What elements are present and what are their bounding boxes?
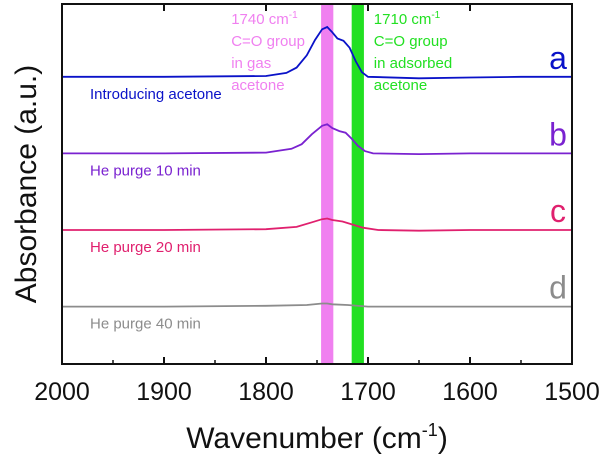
band-1740-label-line: acetone <box>231 77 284 94</box>
series-letter-d: d <box>549 270 567 306</box>
series-name-a: Introducing acetone <box>90 86 222 103</box>
series-line-d <box>62 302 572 308</box>
band-1740-label-line: in gas <box>231 55 271 72</box>
x-tick-label-1700: 1700 <box>340 378 396 406</box>
band-1740-label-line: 1740 cm-1 <box>231 10 298 28</box>
series-line-b <box>62 123 572 156</box>
x-tick-label-1500: 1500 <box>544 378 600 406</box>
series-name-c: He purge 20 min <box>90 239 201 256</box>
x-tick-label-1800: 1800 <box>238 378 294 406</box>
band-1740-label-line: C=O group <box>231 33 305 50</box>
band-1710-label-line: in adsorbed <box>374 55 452 72</box>
x-axis-title: Wavenumber (cm-1) <box>186 420 448 455</box>
x-tick-label-2000: 2000 <box>34 378 90 406</box>
series-line-c <box>62 217 572 232</box>
series-letter-b: b <box>549 116 567 152</box>
band-1710 <box>351 4 364 364</box>
series-letter-c: c <box>550 193 566 229</box>
x-tick-label-1600: 1600 <box>442 378 498 406</box>
series-name-d: He purge 40 min <box>90 316 201 333</box>
series-letter-a: a <box>549 40 567 76</box>
series-name-b: He purge 10 min <box>90 162 201 179</box>
band-1740 <box>321 4 334 364</box>
x-ticks: 2000 1900 1800 1700 1600 1500 <box>34 4 600 406</box>
band-1710-label-line: acetone <box>374 77 427 94</box>
band-annotations: 1740 cm-1 C=O group in gas acetone 1710 cm-1… <box>231 10 452 94</box>
band-1710-label-line: 1710 cm-1 <box>374 10 441 28</box>
series-layer <box>62 25 572 308</box>
series-line-a <box>62 25 572 80</box>
x-tick-label-1900: 1900 <box>136 378 192 406</box>
series-labels: Introducing acetone a He purge 10 min b He p… <box>90 40 567 333</box>
annotation-bands <box>321 4 364 364</box>
y-axis-title: Absorbance (a.u.) <box>10 65 43 303</box>
plot-frame <box>61 3 573 365</box>
band-1710-label-line: C=O group <box>374 33 448 50</box>
